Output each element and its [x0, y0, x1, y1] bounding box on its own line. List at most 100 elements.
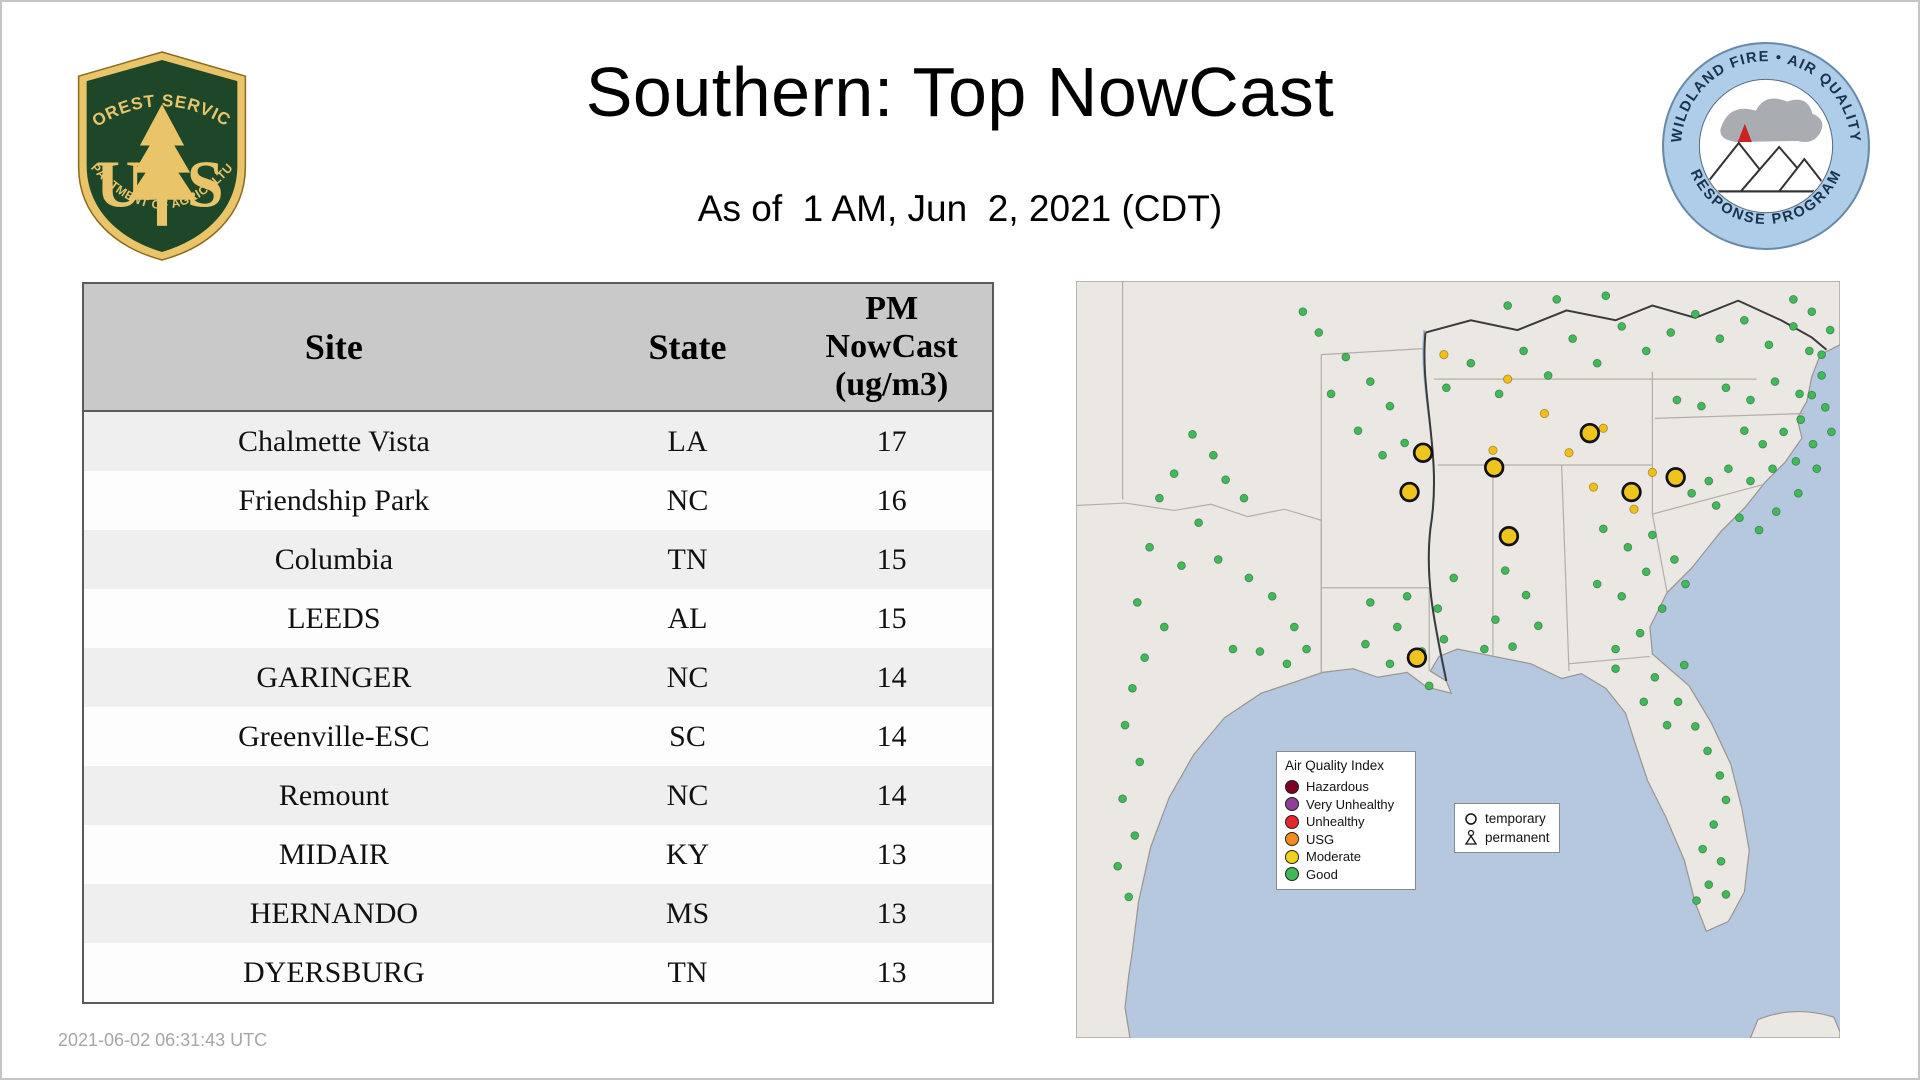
table-row: Friendship Park NC 16	[83, 471, 993, 530]
generation-timestamp: 2021-06-02 06:31:43 UTC	[58, 1030, 268, 1050]
value-cell: 16	[876, 483, 907, 517]
good-monitor-dot	[1521, 590, 1531, 600]
usg-swatch-icon	[1285, 832, 1299, 847]
aqi-legend: Air Quality Index Hazardous Very Unhealt…	[1276, 751, 1416, 890]
southeast-us-map-icon	[1076, 281, 1840, 1038]
good-monitor-dot	[1298, 307, 1308, 317]
monitor-map: Air Quality Index Hazardous Very Unhealt…	[1076, 281, 1840, 1038]
good-monitor-dot	[1449, 573, 1459, 583]
top-site-marker	[1498, 526, 1520, 547]
state-cell: NC	[666, 778, 709, 812]
good-monitor-dot	[1641, 567, 1651, 577]
forest-service-logo: FOREST SERVICE U S DEPARTMENT OF AGRICUL…	[60, 33, 258, 264]
good-monitor-dot	[1519, 346, 1528, 356]
value-cell: 14	[876, 719, 907, 753]
good-monitor-dot	[1169, 469, 1179, 478]
good-monitor-dot	[1639, 697, 1649, 707]
good-monitor-dot	[1804, 346, 1814, 356]
aqi-legend-item: USG	[1285, 831, 1407, 849]
good-monitor-dot	[1130, 831, 1140, 840]
aqi-legend-label: Hazardous	[1306, 779, 1369, 795]
good-monitor-dot	[1239, 493, 1249, 503]
good-monitor-dot	[1692, 896, 1701, 905]
good-monitor-dot	[1709, 820, 1719, 829]
marker-type-legend: temporary permanent	[1454, 803, 1560, 853]
good-monitor-dot	[1739, 426, 1749, 436]
value-cell: 15	[876, 601, 907, 635]
good-monitor-dot	[1746, 395, 1755, 405]
good-monitor-dot	[1679, 660, 1689, 670]
good-monitor-dot	[1433, 604, 1443, 613]
good-monitor-dot	[1812, 464, 1822, 474]
good-monitor-dot	[1611, 664, 1620, 674]
top-site-marker	[1412, 442, 1434, 463]
value-cell: 13	[876, 955, 907, 989]
aqi-legend-label: Unhealthy	[1306, 814, 1365, 830]
good-monitor-dot	[1820, 403, 1830, 412]
value-cell: 14	[876, 778, 907, 812]
good-monitor-dot	[1385, 659, 1395, 669]
good-monitor-dot	[1704, 476, 1714, 486]
good-monitor-dot	[1592, 579, 1602, 589]
good-monitor-dot	[1771, 507, 1781, 517]
good-monitor-dot	[1754, 525, 1764, 535]
good-monitor-dot	[1796, 415, 1806, 424]
good-monitor-dot	[1635, 628, 1645, 638]
pine-tree-icon	[127, 104, 197, 226]
top-site-markers	[1399, 422, 1686, 668]
aqi-legend-label: Moderate	[1306, 849, 1361, 865]
good-monitor-dot	[1402, 591, 1412, 601]
good-monitor-dot	[1698, 844, 1708, 854]
site-cell: MIDAIR	[278, 837, 389, 871]
very-unhealthy-swatch-icon	[1285, 797, 1299, 812]
good-monitor-dot	[1779, 427, 1788, 437]
good-monitor-dot	[1424, 681, 1434, 691]
good-monitor-dot	[1617, 591, 1627, 601]
top-site-marker	[1579, 422, 1601, 444]
good-monitor-dot	[1480, 644, 1489, 654]
temporary-label: temporary	[1485, 811, 1546, 826]
good-monitor-dot	[1213, 555, 1223, 564]
top-site-marker	[1399, 481, 1420, 503]
table-row: Remount NC 14	[83, 766, 993, 825]
good-monitor-dot	[1159, 622, 1169, 632]
good-monitor-dot	[1666, 328, 1676, 337]
good-monitor-dot	[1681, 579, 1690, 589]
good-monitor-dot	[1118, 794, 1127, 804]
good-monitor-dot	[1145, 542, 1154, 552]
moderate-monitor-dot	[1564, 448, 1574, 458]
table-row: Columbia TN 15	[83, 530, 993, 589]
wfaqrp-logo: WILDLAND FIRE • AIR QUALITY RESPONSE PRO…	[1660, 40, 1872, 252]
good-monitor-dot	[1491, 615, 1500, 624]
good-swatch-icon	[1285, 867, 1299, 882]
moderate-monitor-dots	[1439, 350, 1657, 514]
good-monitor-dot	[1648, 530, 1657, 540]
table-row: Chalmette Vista LA 17	[83, 411, 993, 471]
good-monitor-dot	[1721, 890, 1731, 899]
good-monitor-dot	[1611, 644, 1620, 654]
good-monitor-dot	[1687, 488, 1696, 498]
value-cell: 13	[876, 837, 907, 871]
column-header-site: Site	[83, 283, 584, 412]
moderate-monitor-dot	[1598, 423, 1608, 433]
good-monitor-dot	[1378, 450, 1387, 460]
value-cell: 14	[876, 660, 907, 694]
state-cell: NC	[666, 483, 709, 517]
good-monitor-dot	[1441, 383, 1451, 393]
good-monitor-dot	[1392, 622, 1402, 632]
state-cell: TN	[667, 955, 708, 989]
forest-service-shield-icon: FOREST SERVICE U S DEPARTMENT OF AGRICUL…	[60, 33, 247, 261]
aqi-legend-item: Very Unhealthy	[1285, 796, 1407, 814]
unhealthy-swatch-icon	[1285, 814, 1299, 829]
value-cell: 15	[876, 542, 907, 576]
value-cell: 17	[876, 424, 907, 458]
site-cell: Friendship Park	[238, 483, 430, 517]
aqi-legend-label: Good	[1306, 866, 1338, 882]
good-monitor-dot	[1494, 389, 1504, 399]
good-monitor-dot	[1770, 377, 1780, 386]
good-monitor-dot	[1657, 604, 1667, 613]
good-monitor-dot	[1120, 720, 1130, 730]
table-row: HERNANDO MS 13	[83, 884, 993, 943]
good-monitor-dot	[1155, 493, 1164, 503]
state-cell: AL	[667, 601, 708, 635]
